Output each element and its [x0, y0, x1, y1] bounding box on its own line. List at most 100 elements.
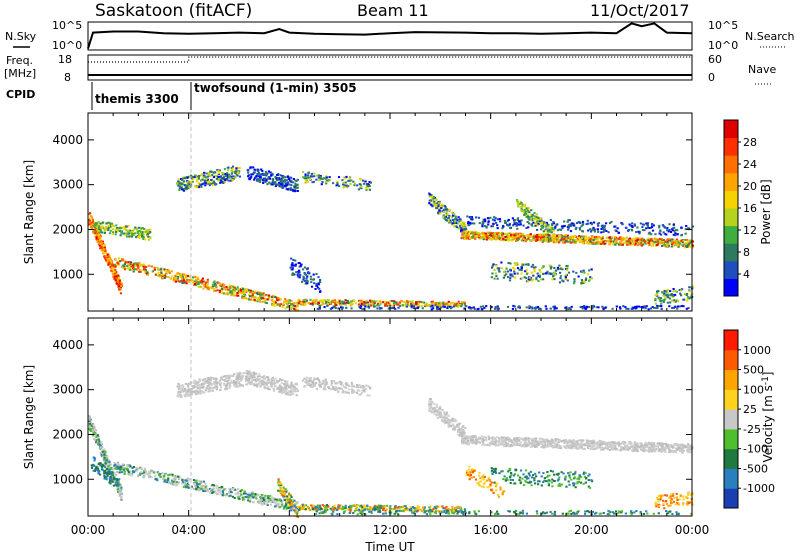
echo-cell: [601, 227, 604, 230]
echo-cell: [123, 268, 127, 271]
echo-cell: [282, 507, 286, 510]
echo-cell: [509, 277, 512, 280]
echo-cell: [187, 485, 190, 487]
echo-cell: [666, 288, 670, 291]
echo-cell: [111, 473, 114, 476]
echo-cell: [477, 236, 481, 239]
echo-cell: [218, 291, 221, 294]
echo-cell: [626, 240, 629, 243]
echo-cell: [291, 266, 294, 269]
echo-cell: [416, 306, 419, 309]
echo-cell: [225, 286, 228, 288]
echo-cell: [232, 290, 235, 293]
echo-cell: [216, 169, 219, 171]
echo-cell: [97, 443, 100, 446]
echo-cell: [550, 231, 553, 234]
echo-cell: [94, 438, 97, 441]
echo-cell: [126, 235, 129, 238]
echo-cell: [384, 303, 387, 306]
echo-cell: [689, 245, 692, 248]
echo-cell: [113, 277, 116, 280]
echo-cell: [215, 485, 218, 488]
echo-cell: [205, 172, 208, 175]
echo-cell: [643, 241, 646, 244]
echo-cell: [567, 219, 570, 222]
echo-cell: [91, 430, 95, 432]
echo-cell: [662, 240, 665, 243]
frequency-panel: Freq. [MHz] 18 8 60 0 Nave: [4, 53, 776, 85]
echo-cell: [559, 271, 562, 274]
echo-cell: [615, 236, 618, 239]
echo-cell: [409, 300, 412, 303]
echo-cell: [566, 279, 569, 282]
echo-cell: [298, 271, 301, 274]
echo-cell: [526, 209, 529, 212]
echo-cell: [95, 465, 98, 468]
echo-cell: [130, 474, 133, 476]
echo-cell: [177, 475, 180, 478]
echo-cell: [133, 470, 136, 473]
echo-cell: [574, 241, 577, 244]
echo-cell: [436, 303, 439, 306]
echo-cell: [117, 467, 120, 470]
echo-cell: [540, 235, 543, 238]
echo-cell: [196, 185, 199, 188]
echo-cell: [309, 298, 312, 301]
echo-cell: [425, 302, 428, 305]
echo-cell: [663, 244, 666, 246]
echo-cell: [481, 225, 484, 228]
echo-cell: [449, 305, 452, 308]
echo-cell: [450, 216, 453, 219]
echo-cell: [224, 173, 227, 176]
echo-cell: [198, 174, 201, 177]
echo-cell: [130, 235, 133, 238]
colorbar-tick-label: 16: [743, 202, 757, 215]
echo-cell: [132, 264, 135, 267]
echo-cell: [201, 280, 204, 283]
echo-cell: [629, 224, 632, 227]
echo-cell: [92, 469, 95, 472]
echo-cell: [530, 213, 533, 216]
echo-cell: [299, 274, 302, 277]
echo-cell: [103, 229, 106, 232]
echo-cell: [493, 307, 497, 310]
echo-cell: [113, 462, 116, 464]
echo-cell: [134, 226, 137, 229]
echo-cell: [539, 222, 542, 225]
echo-cell: [613, 242, 616, 245]
echo-cell: [222, 181, 225, 184]
echo-cell: [476, 235, 479, 238]
echo-cell: [589, 276, 592, 279]
echo-cell: [442, 211, 445, 213]
cpid-mode-2-label: twofsound (1-min) 3505: [194, 81, 357, 95]
echo-cell: [279, 181, 282, 184]
echo-cell: [243, 295, 246, 298]
echo-cell: [292, 273, 295, 276]
echo-cell: [511, 307, 514, 310]
echo-cell: [271, 181, 274, 184]
echo-cell: [217, 493, 220, 496]
echo-cell: [195, 389, 198, 392]
echo-cell: [513, 270, 516, 273]
echo-cell: [212, 182, 215, 185]
echo-cell: [496, 227, 499, 230]
echo-cell: [616, 238, 619, 241]
echo-cell: [540, 228, 543, 231]
echo-cell: [233, 286, 236, 289]
echo-cell: [232, 292, 235, 295]
echo-cell: [235, 293, 239, 296]
echo-cell: [281, 305, 284, 308]
echo-cell: [134, 232, 137, 235]
echo-cell: [182, 485, 185, 488]
echo-cell: [109, 259, 112, 262]
echo-cell: [202, 287, 205, 290]
echo-cell: [210, 178, 213, 181]
echo-cell: [492, 222, 495, 225]
echo-cell: [548, 239, 551, 242]
echo-cell: [199, 286, 203, 288]
echo-cell: [360, 303, 363, 305]
echo-cell: [671, 241, 674, 244]
echo-cell: [114, 233, 117, 236]
echo-cell: [144, 269, 147, 272]
echo-cell: [512, 266, 515, 269]
